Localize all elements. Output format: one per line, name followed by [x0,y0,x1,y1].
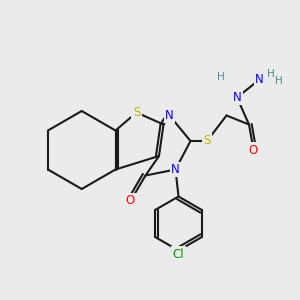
Text: H: H [275,76,283,86]
Text: H: H [267,69,275,79]
Text: O: O [126,194,135,208]
Text: N: N [232,91,242,104]
Text: S: S [133,106,140,119]
Text: O: O [249,143,258,157]
Text: N: N [171,163,180,176]
Text: Cl: Cl [173,248,184,261]
Text: N: N [255,73,264,86]
Text: N: N [165,109,174,122]
Text: S: S [203,134,211,148]
Text: H: H [217,71,224,82]
